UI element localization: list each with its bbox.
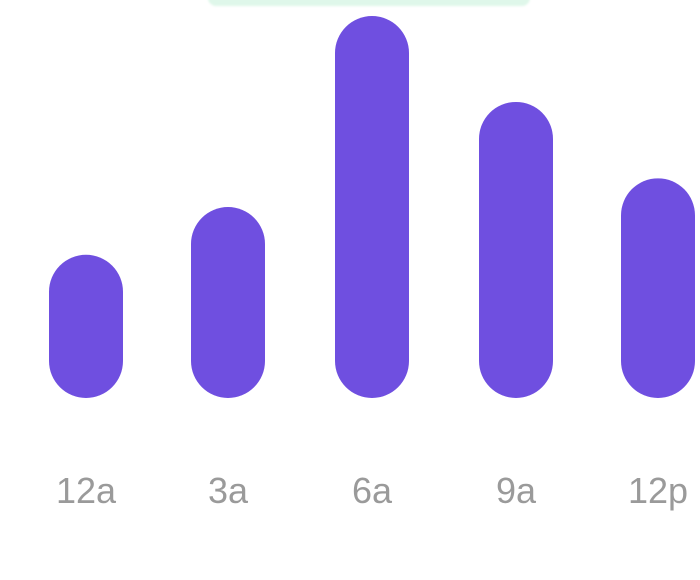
bar-3a xyxy=(191,207,265,398)
x-tick-label-3a: 3a xyxy=(208,470,249,511)
top-accent-strip xyxy=(208,0,530,6)
x-tick-label-12a: 12a xyxy=(56,470,117,511)
x-axis-tick-labels: 12a 3a 6a 9a 12p xyxy=(56,470,688,511)
bar-12a xyxy=(49,254,123,398)
bar-9a xyxy=(479,101,553,398)
bar-12p xyxy=(621,178,695,398)
x-tick-label-6a: 6a xyxy=(352,470,393,511)
x-tick-label-12p: 12p xyxy=(628,470,688,511)
x-tick-label-9a: 9a xyxy=(496,470,537,511)
bar-6a xyxy=(335,16,409,398)
bar-series xyxy=(49,16,695,398)
